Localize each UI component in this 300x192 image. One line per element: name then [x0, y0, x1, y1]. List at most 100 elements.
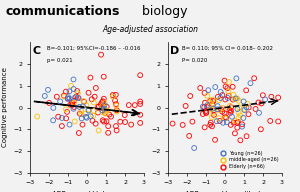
Point — [228, 111, 233, 114]
Text: C: C — [32, 46, 40, 56]
Point — [96, 105, 100, 108]
Point — [210, 98, 215, 101]
Point — [100, 109, 105, 112]
Point — [206, 89, 211, 92]
Point — [132, 103, 137, 107]
Point — [84, 116, 89, 119]
Point — [220, 106, 225, 109]
Point — [220, 110, 225, 113]
Point — [223, 117, 228, 120]
Point — [138, 74, 142, 77]
Point — [54, 95, 59, 98]
Point — [100, 111, 105, 114]
Point — [222, 112, 227, 115]
Point — [263, 98, 268, 101]
Point — [218, 96, 223, 99]
Point — [66, 96, 70, 99]
Point — [241, 116, 246, 119]
Point — [122, 113, 127, 117]
Point — [72, 120, 77, 123]
Point — [229, 106, 233, 109]
Point — [126, 103, 131, 107]
Point — [100, 119, 105, 122]
Point — [228, 123, 233, 126]
Point — [220, 94, 225, 97]
Point — [100, 107, 105, 110]
Point — [101, 120, 106, 123]
X-axis label: ABR wave V latency: ABR wave V latency — [52, 191, 122, 192]
Point — [221, 121, 226, 124]
Point — [114, 103, 118, 106]
Point — [209, 104, 214, 107]
Point — [215, 95, 220, 98]
Point — [230, 115, 234, 118]
Text: Age-adjusted association: Age-adjusted association — [102, 25, 198, 34]
Point — [103, 112, 108, 115]
Point — [246, 113, 251, 116]
Point — [214, 120, 219, 123]
Point — [71, 99, 76, 103]
Point — [77, 112, 82, 115]
Point — [242, 108, 246, 111]
Point — [236, 120, 240, 123]
Point — [74, 95, 79, 98]
Point — [211, 109, 216, 112]
Point — [118, 120, 123, 123]
Point — [217, 119, 222, 122]
Point — [231, 98, 236, 101]
Point — [61, 94, 66, 97]
Point — [138, 121, 142, 124]
Point — [109, 115, 113, 118]
Point — [114, 110, 119, 113]
Point — [91, 114, 96, 117]
Point — [237, 106, 242, 109]
Point — [97, 105, 101, 108]
Point — [102, 102, 107, 105]
Point — [68, 103, 73, 106]
Point — [71, 87, 76, 90]
Point — [238, 114, 243, 117]
Point — [259, 102, 264, 105]
Point — [260, 94, 265, 97]
Point — [93, 122, 98, 125]
Point — [86, 91, 91, 94]
Point — [183, 104, 188, 108]
Point — [67, 97, 72, 100]
Point — [75, 89, 80, 93]
Point — [244, 135, 249, 138]
Point — [203, 109, 208, 113]
Point — [204, 111, 208, 114]
Point — [96, 129, 101, 132]
Point — [229, 109, 233, 113]
Point — [42, 94, 47, 98]
Point — [244, 89, 249, 92]
Point — [198, 86, 203, 89]
Point — [86, 108, 91, 111]
Point — [240, 125, 244, 128]
Point — [224, 121, 229, 124]
Point — [70, 101, 74, 104]
Point — [202, 126, 207, 129]
Point — [123, 121, 128, 124]
Point — [224, 116, 229, 119]
Point — [232, 97, 237, 100]
Point — [248, 82, 253, 85]
Point — [180, 123, 185, 127]
Point — [64, 117, 68, 120]
Point — [215, 108, 220, 111]
Point — [192, 146, 197, 150]
Point — [104, 110, 109, 113]
Point — [138, 113, 142, 116]
Point — [208, 101, 212, 104]
Point — [104, 120, 109, 123]
Point — [71, 107, 76, 110]
Point — [233, 97, 238, 100]
Point — [170, 122, 175, 125]
Point — [236, 111, 241, 114]
Point — [129, 123, 134, 126]
Point — [268, 119, 273, 122]
Point — [92, 101, 96, 104]
Point — [226, 90, 231, 93]
Point — [79, 113, 84, 116]
Point — [215, 105, 220, 108]
